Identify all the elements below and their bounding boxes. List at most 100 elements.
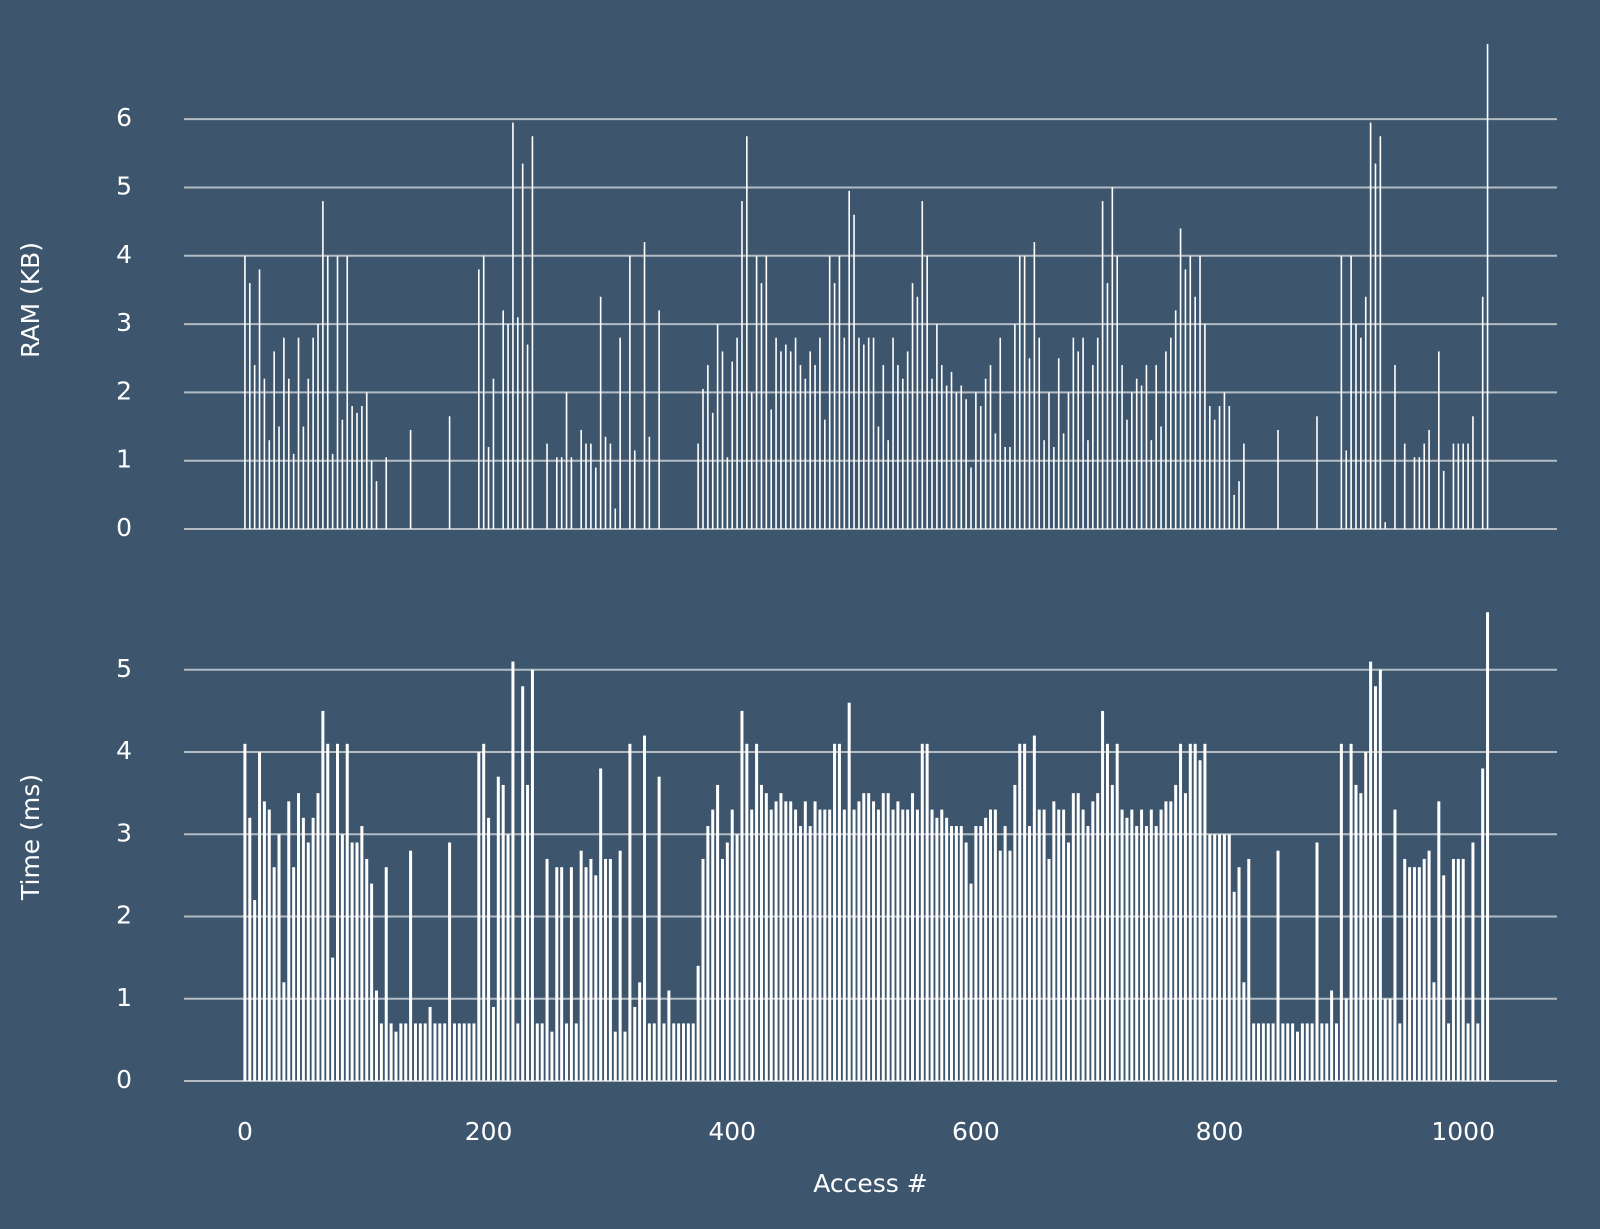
bar bbox=[721, 351, 724, 529]
bar bbox=[1126, 419, 1128, 529]
bar bbox=[1457, 443, 1460, 529]
bar bbox=[248, 283, 251, 529]
bar bbox=[1413, 457, 1416, 529]
bar bbox=[565, 392, 568, 529]
bar bbox=[580, 429, 582, 529]
bar bbox=[862, 793, 866, 1081]
bar bbox=[643, 735, 647, 1081]
bar bbox=[292, 453, 295, 529]
bar bbox=[1062, 809, 1066, 1081]
bar bbox=[1364, 752, 1368, 1081]
bar bbox=[1476, 1023, 1480, 1081]
bar bbox=[560, 457, 563, 529]
bar bbox=[312, 337, 314, 529]
bar bbox=[1111, 187, 1114, 530]
bar bbox=[1032, 735, 1036, 1081]
bar bbox=[1091, 801, 1095, 1081]
bar bbox=[336, 255, 339, 529]
x-tick-label: 0 bbox=[237, 1117, 253, 1146]
bar bbox=[1087, 440, 1089, 529]
bar bbox=[647, 1023, 651, 1081]
bar bbox=[877, 426, 880, 529]
bar bbox=[1198, 760, 1202, 1081]
bar bbox=[1228, 406, 1231, 529]
bar bbox=[1437, 801, 1441, 1081]
bar bbox=[672, 1023, 676, 1081]
bar bbox=[1403, 858, 1407, 1081]
bar bbox=[862, 344, 865, 529]
bar bbox=[604, 436, 607, 529]
bar bbox=[1204, 324, 1206, 529]
bar bbox=[482, 743, 486, 1081]
bar bbox=[940, 809, 944, 1081]
bar bbox=[306, 842, 310, 1081]
bar bbox=[920, 743, 924, 1081]
y-tick-label: 4 bbox=[116, 240, 132, 269]
bar bbox=[501, 784, 505, 1081]
bar bbox=[725, 842, 729, 1081]
bar bbox=[765, 255, 768, 529]
bar bbox=[1428, 429, 1430, 529]
bar bbox=[843, 337, 846, 529]
bar bbox=[755, 743, 759, 1081]
bar bbox=[462, 1023, 466, 1081]
bar bbox=[770, 409, 773, 529]
bar bbox=[1242, 982, 1246, 1081]
x-tick-label: 400 bbox=[708, 1117, 756, 1146]
bar bbox=[1013, 784, 1017, 1081]
bar bbox=[487, 447, 490, 529]
bar bbox=[1135, 378, 1138, 529]
bar bbox=[1305, 1023, 1309, 1081]
bar bbox=[930, 809, 934, 1081]
bar bbox=[613, 1031, 617, 1081]
bar bbox=[550, 1031, 554, 1081]
bar bbox=[1325, 1023, 1329, 1081]
bar bbox=[906, 351, 909, 529]
bar bbox=[253, 365, 256, 529]
bar bbox=[316, 793, 320, 1081]
bar bbox=[823, 809, 827, 1081]
bar bbox=[633, 450, 636, 529]
bar bbox=[648, 436, 651, 529]
bar bbox=[560, 867, 564, 1081]
bar bbox=[989, 365, 992, 529]
bar bbox=[477, 752, 481, 1081]
bar bbox=[731, 361, 734, 529]
bar bbox=[258, 269, 261, 529]
x-axis-label: Access # bbox=[813, 1169, 927, 1198]
bar bbox=[1014, 324, 1016, 529]
bar bbox=[565, 1023, 569, 1081]
bar bbox=[340, 834, 344, 1081]
bar bbox=[287, 801, 291, 1081]
bar bbox=[1062, 433, 1065, 529]
bar bbox=[502, 310, 504, 529]
bar bbox=[1339, 743, 1343, 1081]
bar bbox=[482, 255, 485, 529]
bar bbox=[1028, 358, 1031, 529]
bar bbox=[1154, 826, 1158, 1081]
bar bbox=[720, 858, 724, 1081]
bar bbox=[321, 710, 325, 1081]
bar bbox=[1384, 522, 1387, 529]
bar bbox=[1486, 44, 1489, 529]
bar bbox=[730, 809, 734, 1081]
bar bbox=[1423, 443, 1426, 529]
bar bbox=[1194, 296, 1196, 529]
bar bbox=[824, 419, 826, 529]
bar bbox=[1193, 743, 1197, 1081]
bar bbox=[667, 990, 671, 1081]
bar bbox=[808, 826, 812, 1081]
bar bbox=[351, 406, 353, 529]
bar bbox=[262, 801, 266, 1081]
bar bbox=[857, 801, 861, 1081]
bar bbox=[1120, 809, 1124, 1081]
bar bbox=[1300, 1023, 1304, 1081]
bar bbox=[1222, 834, 1226, 1081]
bar bbox=[954, 826, 958, 1081]
bar bbox=[789, 351, 792, 529]
bar bbox=[847, 702, 851, 1081]
bar bbox=[813, 801, 817, 1081]
bar bbox=[1057, 809, 1061, 1081]
bar bbox=[590, 443, 592, 529]
